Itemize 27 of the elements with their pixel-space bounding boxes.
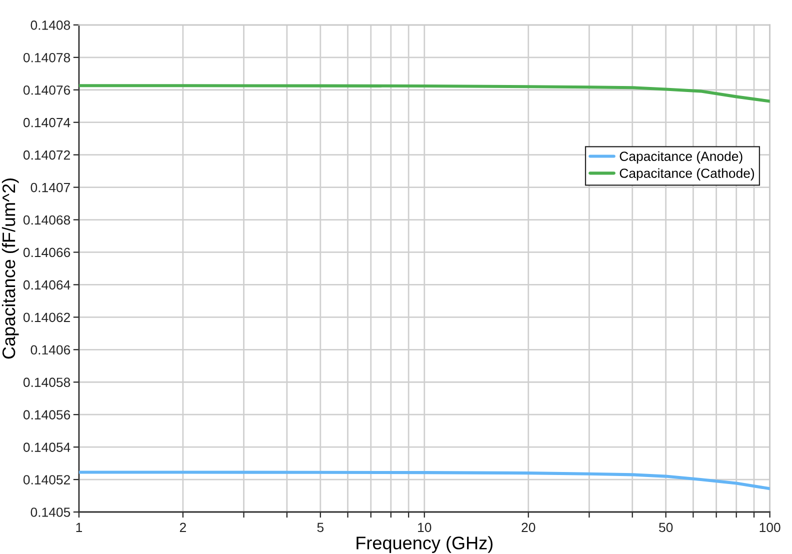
x-tick-label: 10 [418, 522, 432, 532]
y-tick-label: 0.1408 [30, 20, 70, 30]
y-tick-label: 0.14058 [23, 378, 70, 388]
x-tick-label: 50 [659, 522, 673, 532]
y-tick-label: 0.14054 [23, 442, 70, 452]
y-tick-label: 0.14064 [23, 280, 70, 290]
y-tick-label: 0.14078 [23, 52, 70, 62]
legend-label: Capacitance (Cathode) [620, 168, 754, 181]
y-tick-label: 0.14066 [23, 248, 70, 258]
x-tick-label: 20 [522, 522, 536, 532]
y-axis-title: Capacitance (fF/um^2) [2, 178, 19, 359]
y-tick-label: 0.14052 [23, 475, 70, 484]
y-tick-label: 0.14062 [23, 312, 70, 322]
x-tick-label: 1 [76, 522, 82, 532]
y-tick-label: 0.14074 [23, 118, 70, 128]
x-tick-label: 5 [317, 522, 324, 532]
y-tick-label: 0.1405 [30, 508, 70, 517]
y-tick-label: 0.14072 [23, 150, 70, 160]
y-tick-label: 0.14056 [23, 410, 70, 420]
y-tick-label: 0.1407 [30, 182, 70, 192]
x-tick-label: 100 [760, 522, 780, 532]
legend-label: Capacitance (Anode) [620, 151, 742, 164]
x-axis-title: Frequency (GHz) [356, 536, 493, 553]
x-tick-label: 2 [180, 522, 186, 532]
y-tick-label: 0.14076 [23, 85, 70, 95]
y-tick-label: 0.1406 [30, 345, 70, 355]
y-tick-label: 0.14068 [23, 215, 70, 225]
